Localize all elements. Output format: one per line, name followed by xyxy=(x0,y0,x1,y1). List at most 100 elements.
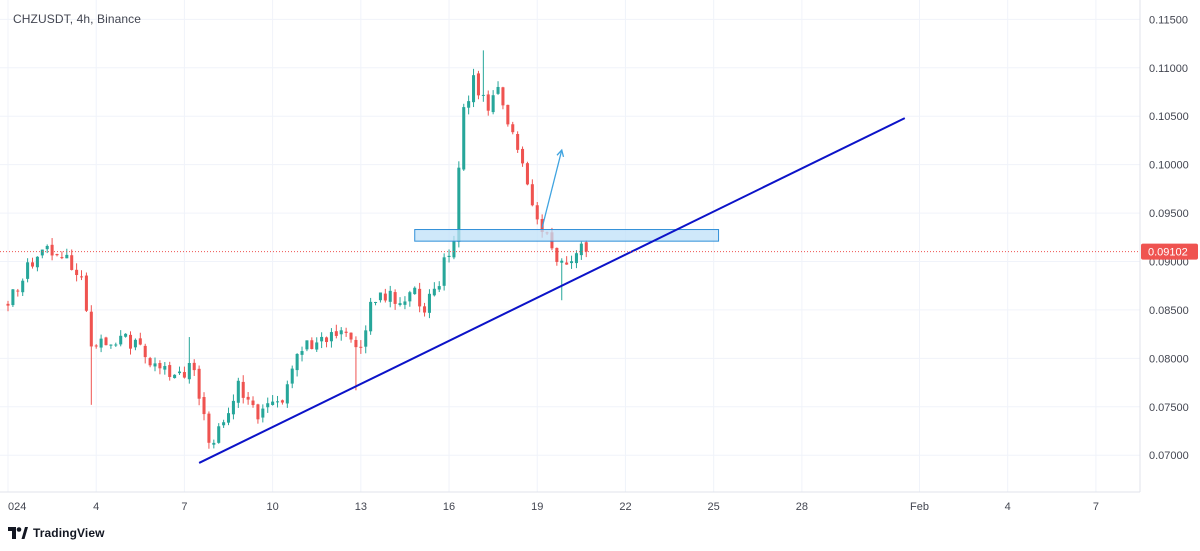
candle-46 xyxy=(231,394,235,420)
candle-101 xyxy=(501,86,505,110)
candle-95 xyxy=(472,68,476,108)
x-tick-label-10: Feb xyxy=(910,501,929,513)
candle-50 xyxy=(251,396,255,408)
candle-100 xyxy=(496,81,500,95)
brand-name: TradingView xyxy=(33,526,105,540)
candle-23 xyxy=(119,330,123,347)
x-tick-label-5: 16 xyxy=(443,501,455,513)
candle-34 xyxy=(173,374,177,379)
candle-37 xyxy=(187,337,191,384)
candle-7 xyxy=(40,249,44,259)
candle-36 xyxy=(182,366,186,379)
y-tick-label-9: 0.11500 xyxy=(1149,14,1188,26)
arrow-shaft xyxy=(541,149,563,228)
candle-69 xyxy=(344,327,348,337)
candle-83 xyxy=(413,286,417,295)
candle-10 xyxy=(55,253,59,257)
candle-85 xyxy=(423,302,427,317)
candle-1 xyxy=(11,289,15,307)
x-tick-label-2: 7 xyxy=(181,501,187,513)
candle-13 xyxy=(70,249,74,271)
last-price-label: 0.09102 xyxy=(1148,247,1188,259)
candle-51 xyxy=(256,403,260,424)
candle-66 xyxy=(329,328,333,348)
candle-90 xyxy=(447,249,451,263)
candle-15 xyxy=(79,270,84,281)
candle-12 xyxy=(65,248,69,259)
candle-99 xyxy=(491,90,495,115)
candle-97 xyxy=(481,50,485,102)
x-tick-label-12: 7 xyxy=(1093,501,1099,513)
candle-49 xyxy=(246,392,250,405)
candle-11 xyxy=(60,251,64,260)
candle-107 xyxy=(530,179,534,207)
candle-77 xyxy=(383,288,387,303)
x-tick-label-6: 19 xyxy=(531,501,543,513)
x-tick-label-1: 4 xyxy=(93,501,99,513)
candle-60 xyxy=(300,346,304,362)
candle-35 xyxy=(177,366,182,375)
candle-29 xyxy=(148,356,152,368)
candle-108 xyxy=(535,202,539,225)
symbol-title[interactable]: CHZUSDT, 4h, Binance xyxy=(13,12,142,26)
candle-81 xyxy=(403,296,407,310)
candle-76 xyxy=(378,292,382,303)
candle-42 xyxy=(212,439,216,449)
candle-33 xyxy=(168,361,172,381)
candle-65 xyxy=(325,336,329,348)
candle-70 xyxy=(349,332,353,343)
candle-39 xyxy=(197,365,201,406)
candle-59 xyxy=(295,353,299,377)
candle-26 xyxy=(133,338,137,351)
candle-80 xyxy=(398,297,402,307)
y-tick-label-2: 0.08000 xyxy=(1149,353,1189,365)
drawings[interactable] xyxy=(198,117,906,464)
candle-54 xyxy=(271,395,275,406)
candle-17 xyxy=(89,305,93,405)
tradingview-logo[interactable]: TradingView xyxy=(8,524,105,542)
candle-55 xyxy=(276,395,280,408)
last-price-badge xyxy=(1141,243,1198,260)
candle-116 xyxy=(574,250,578,269)
candle-118 xyxy=(584,240,588,258)
candle-27 xyxy=(138,332,142,346)
y-tick-label-5: 0.09500 xyxy=(1149,208,1189,220)
candle-117 xyxy=(579,241,583,260)
candle-20 xyxy=(104,336,108,346)
candle-5 xyxy=(30,257,35,269)
candle-22 xyxy=(114,342,118,347)
candle-45 xyxy=(227,407,231,426)
candle-9 xyxy=(50,238,54,261)
candle-58 xyxy=(290,365,294,389)
candle-47 xyxy=(236,377,240,408)
candle-115 xyxy=(570,255,574,269)
candle-79 xyxy=(393,289,397,310)
grid xyxy=(0,0,1140,492)
candle-32 xyxy=(163,362,167,375)
candle-71 xyxy=(354,336,358,391)
candle-43 xyxy=(217,423,221,444)
candle-52 xyxy=(261,404,265,423)
candle-78 xyxy=(388,285,392,308)
y-tick-label-3: 0.08500 xyxy=(1149,305,1189,317)
x-tick-label-7: 22 xyxy=(619,501,631,513)
candle-28 xyxy=(143,343,147,364)
candle-74 xyxy=(369,297,373,335)
candle-19 xyxy=(99,334,103,353)
candle-16 xyxy=(84,272,88,313)
candle-14 xyxy=(75,263,79,282)
candle-4 xyxy=(26,258,30,283)
candle-89 xyxy=(442,253,446,291)
candle-94 xyxy=(467,95,471,115)
arrow-head xyxy=(556,148,565,158)
candle-114 xyxy=(565,256,569,265)
x-tick-label-4: 13 xyxy=(355,501,367,513)
candle-8 xyxy=(45,244,49,254)
candle-25 xyxy=(128,331,133,355)
candle-41 xyxy=(207,411,211,449)
candle-2 xyxy=(16,288,20,297)
candle-24 xyxy=(124,333,128,338)
